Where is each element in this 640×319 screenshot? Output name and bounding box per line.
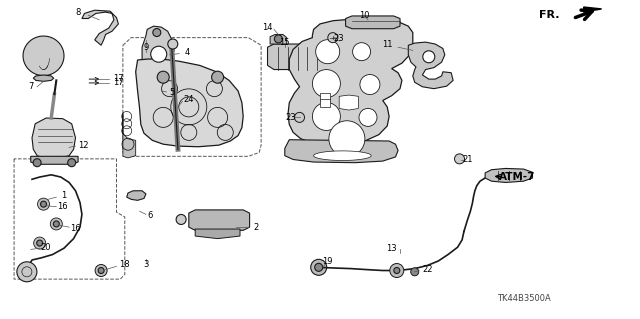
Circle shape <box>315 263 323 271</box>
Text: 17: 17 <box>113 74 124 83</box>
Text: 19: 19 <box>323 257 333 266</box>
Polygon shape <box>270 34 287 44</box>
Text: 9: 9 <box>143 43 148 52</box>
FancyBboxPatch shape <box>320 93 330 101</box>
Polygon shape <box>136 59 243 147</box>
Text: TK44B3500A: TK44B3500A <box>497 294 550 303</box>
Polygon shape <box>32 118 76 158</box>
Text: FR.: FR. <box>540 10 560 20</box>
Circle shape <box>423 51 435 63</box>
Text: 7: 7 <box>28 82 33 91</box>
Circle shape <box>40 201 47 207</box>
Polygon shape <box>314 151 371 160</box>
Text: 23: 23 <box>286 113 296 122</box>
Text: 17: 17 <box>113 78 124 87</box>
Text: 18: 18 <box>120 260 130 269</box>
Text: 14: 14 <box>262 23 273 32</box>
Circle shape <box>157 71 169 83</box>
Text: 1: 1 <box>61 191 67 200</box>
Polygon shape <box>123 113 136 158</box>
Polygon shape <box>33 75 54 81</box>
Text: 16: 16 <box>70 224 81 233</box>
Polygon shape <box>288 19 413 145</box>
Circle shape <box>329 121 365 157</box>
Circle shape <box>53 221 60 227</box>
FancyBboxPatch shape <box>320 99 330 107</box>
Polygon shape <box>189 210 250 230</box>
Polygon shape <box>408 42 453 89</box>
Circle shape <box>68 159 76 167</box>
Circle shape <box>294 112 305 122</box>
Polygon shape <box>31 156 78 164</box>
Text: 24: 24 <box>184 95 194 104</box>
Circle shape <box>153 28 161 37</box>
Text: 6: 6 <box>148 211 153 220</box>
Text: 5: 5 <box>169 88 174 97</box>
Circle shape <box>151 46 166 62</box>
Polygon shape <box>285 140 398 163</box>
Text: 23: 23 <box>334 34 344 43</box>
Polygon shape <box>142 26 174 82</box>
Text: 13: 13 <box>387 244 397 253</box>
Text: 4: 4 <box>184 48 189 57</box>
Circle shape <box>275 35 282 43</box>
Text: 3: 3 <box>143 260 148 269</box>
Circle shape <box>17 262 37 282</box>
Circle shape <box>33 159 41 167</box>
Circle shape <box>394 268 400 273</box>
Circle shape <box>212 71 223 83</box>
Circle shape <box>328 33 338 43</box>
Circle shape <box>51 218 62 230</box>
Polygon shape <box>268 44 326 70</box>
Polygon shape <box>195 229 240 239</box>
Circle shape <box>316 40 340 64</box>
Circle shape <box>176 214 186 225</box>
Polygon shape <box>82 10 118 45</box>
Circle shape <box>312 102 340 130</box>
Circle shape <box>168 39 178 49</box>
Circle shape <box>38 198 49 210</box>
Circle shape <box>312 70 340 98</box>
Circle shape <box>34 237 45 249</box>
Text: 21: 21 <box>462 155 472 164</box>
Circle shape <box>454 154 465 164</box>
Polygon shape <box>152 86 166 96</box>
Text: 12: 12 <box>78 141 88 150</box>
Polygon shape <box>346 16 400 29</box>
Circle shape <box>98 268 104 273</box>
Text: 16: 16 <box>58 202 68 211</box>
Text: 22: 22 <box>422 265 433 274</box>
Circle shape <box>311 259 327 275</box>
Circle shape <box>95 264 107 277</box>
Text: 10: 10 <box>360 11 370 20</box>
Text: ATM-7: ATM-7 <box>499 172 536 182</box>
Circle shape <box>411 268 419 276</box>
Circle shape <box>36 240 43 246</box>
Polygon shape <box>127 191 146 200</box>
Polygon shape <box>485 168 532 182</box>
Text: 20: 20 <box>41 243 51 252</box>
Text: 2: 2 <box>253 223 259 232</box>
Text: 11: 11 <box>382 40 392 49</box>
Polygon shape <box>584 7 602 12</box>
Polygon shape <box>339 95 358 110</box>
Text: 8: 8 <box>76 8 81 17</box>
Circle shape <box>359 108 377 126</box>
Circle shape <box>390 263 404 278</box>
Circle shape <box>360 75 380 94</box>
Circle shape <box>353 43 371 61</box>
Polygon shape <box>23 36 64 76</box>
Text: 15: 15 <box>280 38 290 47</box>
